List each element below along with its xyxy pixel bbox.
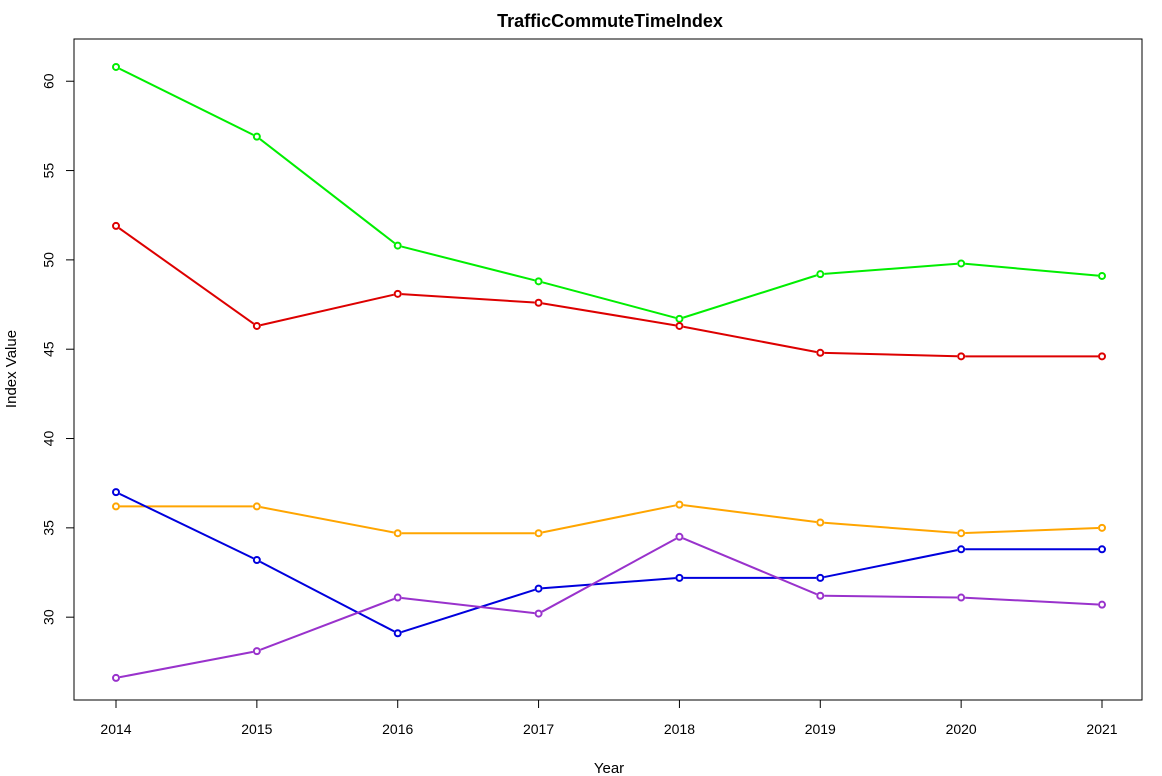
- data-point: [816, 518, 825, 527]
- series-line-segment: [401, 293, 535, 304]
- series-line-segment: [259, 138, 396, 244]
- data-point: [112, 221, 120, 230]
- series-line-segment: [401, 245, 535, 282]
- data-point: [1098, 523, 1106, 532]
- series-layer: [112, 62, 1106, 682]
- series-line-segment: [682, 537, 817, 596]
- data-point: [957, 529, 966, 538]
- data-point: [252, 647, 261, 656]
- series-line-segment: [541, 537, 677, 613]
- data-point: [112, 502, 120, 511]
- data-point: [816, 348, 825, 357]
- series-line-segment: [824, 351, 958, 358]
- series-line-segment: [683, 504, 817, 523]
- y-tick-label: 40: [41, 431, 57, 447]
- data-point: [393, 629, 402, 638]
- series-line-segment: [824, 521, 958, 534]
- y-axis: 30 35 40 45 50 55 60: [41, 73, 75, 625]
- x-tick-label: 2014: [100, 721, 131, 737]
- series-line-segment: [542, 577, 676, 590]
- series-line-segment: [119, 650, 254, 679]
- series-line-segment: [542, 302, 676, 327]
- data-point: [534, 609, 543, 618]
- data-point: [112, 62, 120, 71]
- series-line-segment: [965, 262, 1099, 277]
- series-line-segment: [259, 560, 395, 633]
- series-line-segment: [119, 492, 254, 560]
- series-line-segment: [401, 596, 535, 615]
- data-point: [816, 591, 825, 600]
- series-2: [112, 221, 1106, 361]
- x-axis: 2014 2015 2016 2017 2018 2019 2020 2021: [100, 699, 1118, 737]
- data-point: [1098, 352, 1106, 361]
- series-line-segment: [683, 325, 817, 354]
- y-tick-label: 35: [41, 520, 57, 536]
- x-tick-label: 2018: [664, 721, 695, 737]
- series-line-segment: [260, 293, 395, 327]
- data-point: [957, 545, 966, 554]
- y-tick-label: 60: [41, 73, 57, 89]
- series-line-segment: [824, 262, 958, 275]
- series-1: [112, 62, 1106, 323]
- data-point: [1098, 600, 1106, 609]
- data-point: [112, 488, 120, 497]
- data-point: [675, 500, 684, 509]
- data-point: [675, 314, 684, 323]
- data-point: [393, 529, 402, 538]
- data-point: [534, 529, 543, 538]
- series-4: [112, 488, 1106, 638]
- series-line-segment: [824, 594, 958, 599]
- data-point: [534, 298, 543, 307]
- x-axis-label: Year: [594, 760, 624, 776]
- data-point: [393, 241, 402, 250]
- plot-frame: [73, 38, 1143, 701]
- series-line-segment: [119, 67, 254, 136]
- data-point: [534, 584, 543, 593]
- series-5: [112, 532, 1106, 682]
- series-line-segment: [118, 227, 255, 325]
- x-tick-label: 2020: [946, 721, 977, 737]
- data-point: [816, 573, 825, 582]
- data-point: [675, 321, 684, 330]
- series-line-segment: [965, 527, 1099, 535]
- series-line-segment: [260, 598, 395, 651]
- data-point: [675, 532, 684, 541]
- x-tick-label: 2015: [241, 721, 272, 737]
- series-line-segment: [542, 281, 676, 319]
- series-3: [112, 500, 1106, 538]
- y-tick-label: 45: [41, 341, 57, 357]
- data-point: [534, 277, 543, 286]
- y-tick-label: 55: [41, 163, 57, 179]
- data-point: [252, 321, 261, 330]
- data-point: [252, 556, 261, 565]
- y-axis-label: Index Value: [3, 330, 20, 408]
- y-tick-label: 30: [41, 609, 57, 625]
- series-line-segment: [682, 274, 817, 319]
- data-point: [1098, 271, 1106, 280]
- x-tick-label: 2016: [382, 721, 413, 737]
- series-line-segment: [824, 549, 958, 579]
- series-line-segment: [260, 506, 394, 534]
- x-tick-label: 2019: [805, 721, 836, 737]
- data-point: [957, 593, 966, 602]
- data-point: [112, 673, 120, 682]
- x-tick-label: 2017: [523, 721, 554, 737]
- data-point: [252, 502, 261, 511]
- data-point: [957, 352, 966, 361]
- chart-title: TrafficCommuteTimeIndex: [497, 11, 723, 31]
- y-tick-label: 50: [41, 252, 57, 268]
- series-line-segment: [401, 588, 536, 633]
- data-point: [393, 289, 402, 298]
- data-point: [252, 132, 261, 141]
- data-point: [675, 573, 684, 582]
- series-line-segment: [965, 596, 1099, 606]
- series-line-segment: [542, 504, 676, 534]
- x-tick-label: 2021: [1086, 721, 1117, 737]
- data-point: [816, 270, 825, 279]
- data-point: [957, 259, 966, 268]
- data-point: [393, 593, 402, 602]
- data-point: [1098, 545, 1106, 554]
